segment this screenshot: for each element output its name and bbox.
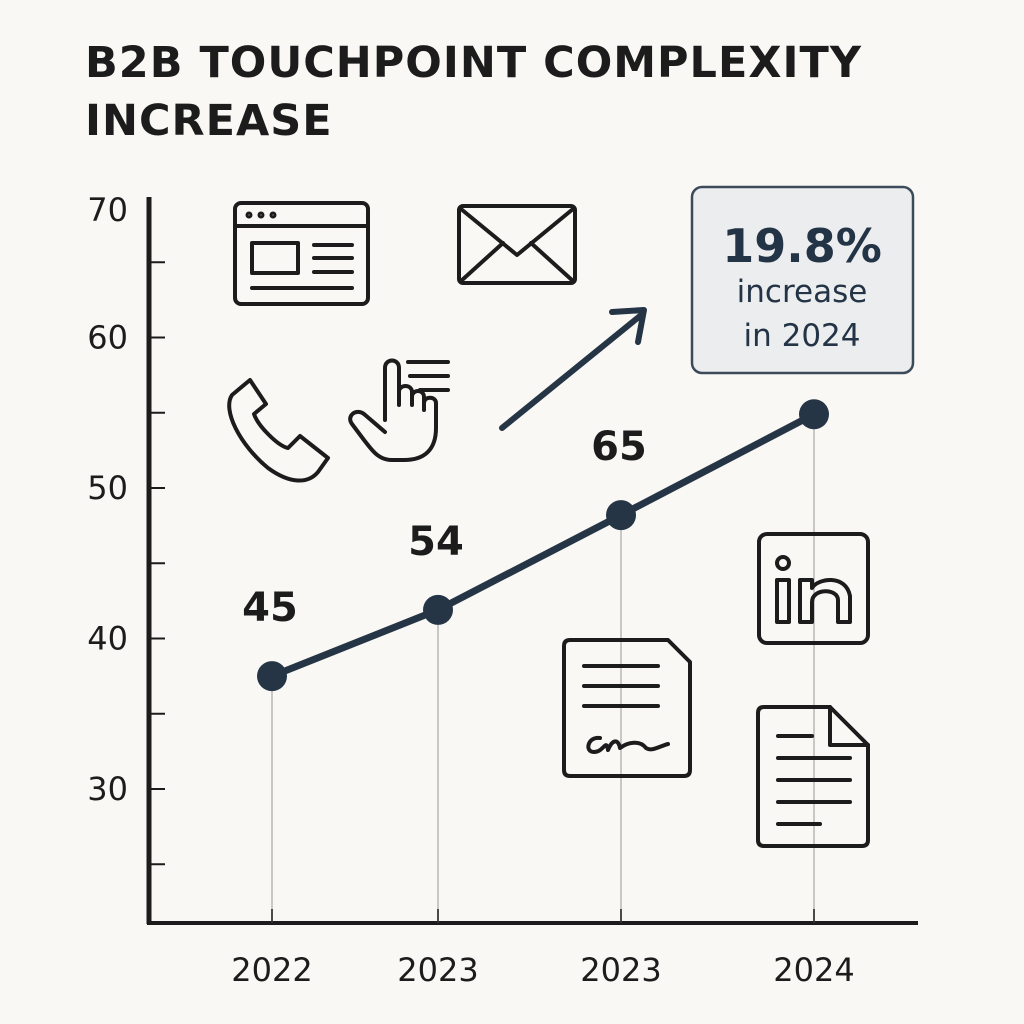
signed-document-icon — [562, 638, 692, 778]
hand-pointer-icon — [348, 358, 450, 462]
y-tick-label: 50 — [87, 469, 128, 507]
x-tick-label: 2024 — [773, 951, 854, 989]
y-tick-label: 70 — [87, 191, 128, 229]
data-point — [606, 500, 636, 531]
document-icon — [756, 705, 870, 848]
linkedin-icon — [757, 532, 870, 645]
x-tick-label: 2022 — [231, 951, 312, 989]
data-label: 54 — [408, 519, 464, 565]
callout-value: 19.8% — [722, 219, 882, 273]
envelope-icon — [457, 204, 577, 285]
chart-title: B2B TOUCHPOINT COMPLEXITY INCREASE — [85, 38, 862, 146]
series-line — [270, 411, 816, 680]
phone-icon — [227, 378, 330, 483]
x-tick-label: 2023 — [397, 951, 478, 989]
x-tick-label: 2023 — [580, 951, 661, 989]
callout-line2: in 2024 — [743, 318, 860, 354]
increase-callout: 19.8% increase in 2024 — [690, 185, 915, 375]
callout-line1: increase — [737, 274, 868, 310]
data-point — [423, 594, 453, 625]
browser-window-icon — [233, 201, 370, 306]
data-label: 65 — [591, 424, 647, 470]
axes — [146, 197, 918, 925]
data-label: 45 — [242, 585, 298, 631]
y-tick-label: 30 — [87, 770, 128, 808]
y-tick-label: 60 — [87, 319, 128, 357]
data-point — [257, 661, 287, 692]
data-point — [799, 399, 829, 430]
y-tick-label: 40 — [87, 620, 128, 658]
trend-arrow-icon — [499, 307, 647, 431]
